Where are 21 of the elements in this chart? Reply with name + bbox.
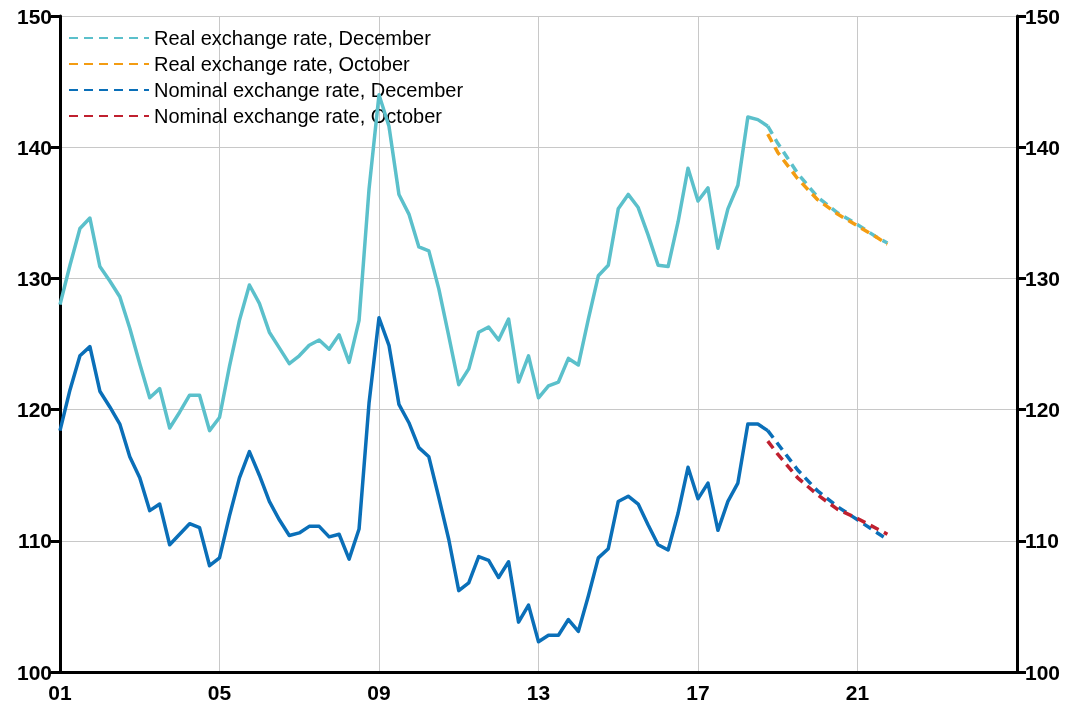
x-tick-label: 01 bbox=[48, 681, 72, 704]
y-tick-label: 130 bbox=[16, 266, 52, 290]
x-tick-label: 21 bbox=[845, 681, 870, 704]
y2-tick-label: 110 bbox=[1025, 529, 1059, 553]
y2-tick-label: 140 bbox=[1025, 135, 1061, 159]
legend-label: Nominal exchange rate, December bbox=[154, 79, 464, 101]
y2-tick-label: 100 bbox=[1025, 660, 1061, 684]
y-tick-label: 140 bbox=[16, 135, 52, 159]
y-tick-label: 120 bbox=[16, 398, 52, 422]
legend-label: Real exchange rate, December bbox=[154, 27, 432, 49]
y2-tick-label: 130 bbox=[1025, 266, 1061, 290]
x-tick-label: 05 bbox=[207, 681, 232, 704]
y-tick-label: 110 bbox=[18, 529, 52, 553]
y2-tick-label: 150 bbox=[1025, 4, 1061, 28]
x-tick-label: 13 bbox=[526, 681, 551, 704]
legend-label: Real exchange rate, October bbox=[154, 53, 411, 75]
x-tick-label: 17 bbox=[686, 681, 710, 704]
y-tick-label: 150 bbox=[16, 4, 52, 28]
y-tick-label: 100 bbox=[16, 660, 52, 684]
y2-tick-label: 120 bbox=[1025, 398, 1061, 422]
x-tick-label: 09 bbox=[367, 681, 391, 704]
